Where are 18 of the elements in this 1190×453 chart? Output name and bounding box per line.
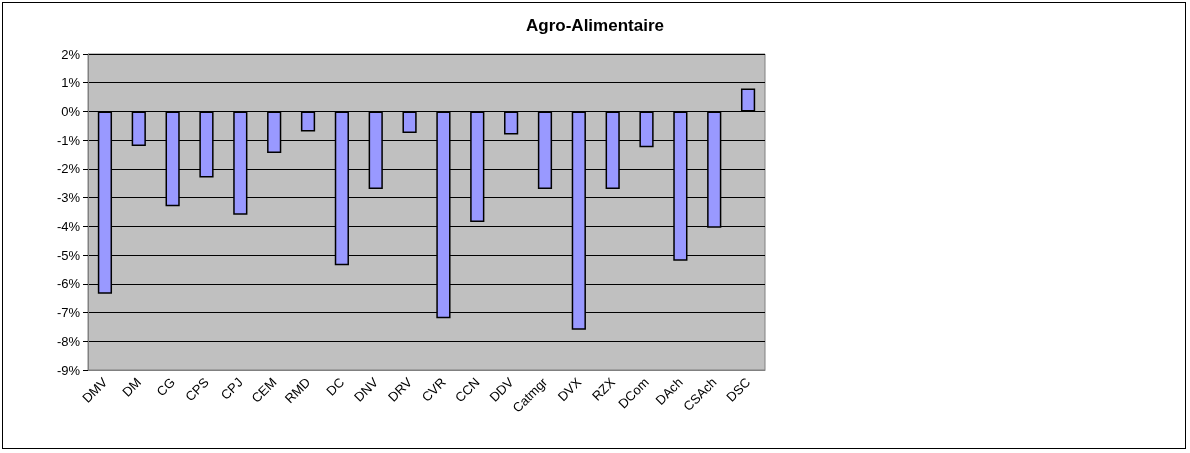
y-tick-label: 0% xyxy=(61,103,81,119)
y-tick-label: -5% xyxy=(56,247,81,263)
y-tick-label: 1% xyxy=(61,75,81,91)
y-tick-label: 2% xyxy=(61,46,81,62)
x-tick-label: DC xyxy=(323,374,348,399)
y-tick-label: -8% xyxy=(56,333,81,349)
x-tick-label: CPS xyxy=(182,374,213,405)
y-tick-label: -7% xyxy=(56,305,81,321)
y-tick-label: -9% xyxy=(56,362,81,378)
x-tick-label: DM xyxy=(119,374,145,400)
y-tick-label: -2% xyxy=(56,161,81,177)
y-tick-label: -4% xyxy=(56,218,81,234)
y-tick-label: -1% xyxy=(56,132,81,148)
chart-title: Agro-Alimentaire xyxy=(526,16,664,35)
x-tick-label: CG xyxy=(153,374,178,400)
y-tick-label: -6% xyxy=(56,276,81,292)
y-tick-label: -3% xyxy=(56,190,81,206)
x-tick-label: CPJ xyxy=(217,374,246,403)
